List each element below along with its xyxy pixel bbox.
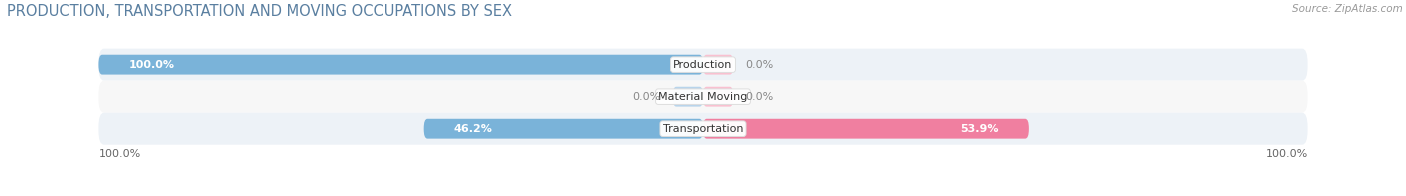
Text: 53.9%: 53.9%: [960, 124, 998, 134]
Text: Transportation: Transportation: [662, 124, 744, 134]
FancyBboxPatch shape: [703, 119, 1029, 139]
Text: PRODUCTION, TRANSPORTATION AND MOVING OCCUPATIONS BY SEX: PRODUCTION, TRANSPORTATION AND MOVING OC…: [7, 4, 512, 19]
Text: 0.0%: 0.0%: [633, 92, 661, 102]
Text: 46.2%: 46.2%: [454, 124, 492, 134]
Text: 100.0%: 100.0%: [98, 149, 141, 159]
Text: Source: ZipAtlas.com: Source: ZipAtlas.com: [1292, 4, 1403, 14]
Text: Material Moving: Material Moving: [658, 92, 748, 102]
Text: 0.0%: 0.0%: [745, 92, 773, 102]
FancyBboxPatch shape: [423, 119, 703, 139]
FancyBboxPatch shape: [98, 49, 1308, 81]
FancyBboxPatch shape: [703, 55, 734, 75]
Text: 0.0%: 0.0%: [745, 60, 773, 70]
FancyBboxPatch shape: [98, 55, 703, 75]
FancyBboxPatch shape: [98, 113, 1308, 145]
Text: 100.0%: 100.0%: [129, 60, 174, 70]
FancyBboxPatch shape: [98, 81, 1308, 113]
Text: 100.0%: 100.0%: [1265, 149, 1308, 159]
FancyBboxPatch shape: [672, 87, 703, 107]
Text: Production: Production: [673, 60, 733, 70]
FancyBboxPatch shape: [703, 87, 734, 107]
